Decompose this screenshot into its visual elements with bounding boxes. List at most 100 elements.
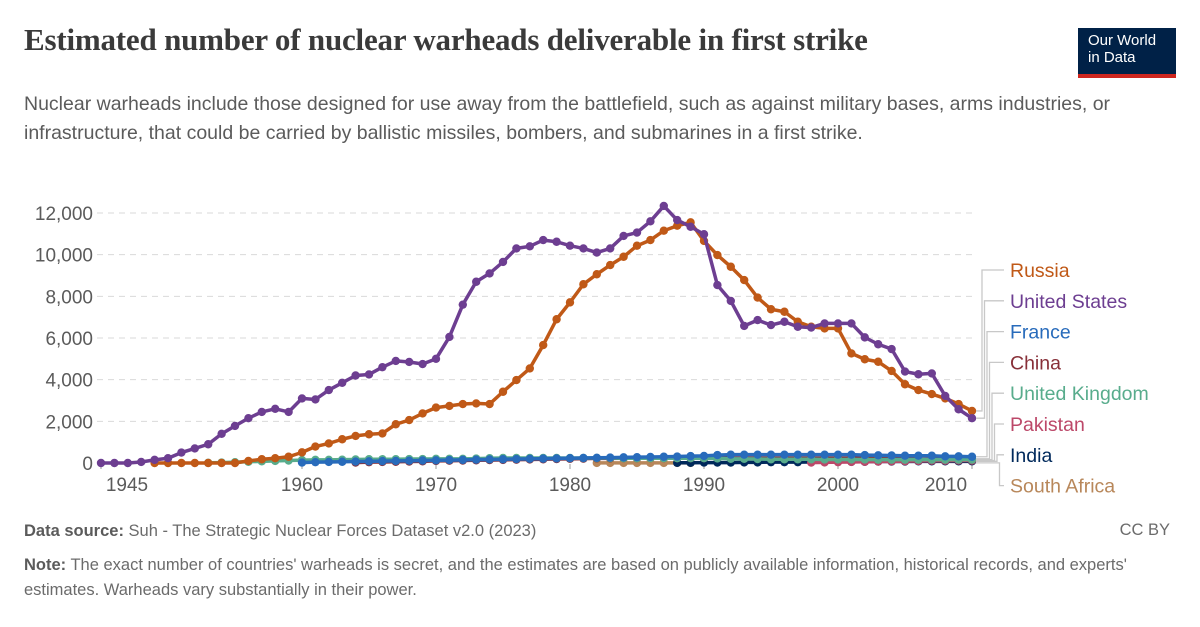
data-point xyxy=(364,370,374,379)
data-point xyxy=(619,252,628,261)
data-point xyxy=(445,455,454,465)
legend-connector xyxy=(976,454,1004,462)
x-axis: 1945 1960 1970 1980 1990 2000 2010 xyxy=(100,464,973,496)
data-point xyxy=(619,231,628,241)
data-point xyxy=(485,399,494,409)
data-point xyxy=(512,375,521,385)
note-text: The exact number of countries' warheads … xyxy=(24,556,1127,599)
data-point xyxy=(539,454,548,463)
data-point xyxy=(793,322,802,331)
data-point xyxy=(847,319,856,328)
data-point xyxy=(552,237,561,246)
data-point xyxy=(632,452,642,462)
data-point xyxy=(418,359,427,369)
data-point xyxy=(820,450,829,459)
data-point xyxy=(686,222,695,231)
data-point xyxy=(217,429,226,439)
x-tick-label: 1960 xyxy=(281,475,323,496)
data-point xyxy=(592,270,601,279)
legend-label[interactable]: India xyxy=(1010,445,1052,467)
y-axis: 0 2,000 4,000 6,000 8,000 10,000 12,000 xyxy=(35,204,93,475)
data-point xyxy=(874,340,883,349)
data-point xyxy=(418,409,427,418)
data-point xyxy=(606,453,615,462)
legend-connector xyxy=(976,269,1004,412)
data-point xyxy=(699,230,709,239)
data-point xyxy=(967,452,977,461)
data-point xyxy=(445,332,454,342)
data-point xyxy=(954,452,963,461)
y-tick-label: 0 xyxy=(82,454,93,475)
data-point xyxy=(659,201,668,211)
x-tick-label: 2010 xyxy=(925,475,967,496)
data-point xyxy=(297,394,307,403)
data-point xyxy=(391,420,400,429)
legend-label[interactable]: United Kingdom xyxy=(1010,383,1149,405)
data-source: Data source: Suh - The Strategic Nuclear… xyxy=(24,519,536,544)
x-tick-label: 1980 xyxy=(549,475,591,496)
data-point xyxy=(646,452,655,462)
data-point xyxy=(311,395,320,404)
data-point xyxy=(257,455,266,464)
data-point xyxy=(498,455,508,464)
y-tick-label: 12,000 xyxy=(35,204,93,225)
data-point xyxy=(887,366,896,376)
legend-label[interactable]: South Africa xyxy=(1010,476,1115,498)
data-point xyxy=(579,244,588,253)
data-point xyxy=(525,364,534,373)
data-point xyxy=(431,354,441,364)
data-point xyxy=(230,458,240,468)
data-point xyxy=(338,435,347,444)
data-point xyxy=(498,257,508,267)
data-point xyxy=(753,293,762,302)
series-line xyxy=(154,220,973,465)
legend-label[interactable]: France xyxy=(1010,322,1071,344)
data-point xyxy=(847,349,856,358)
data-point xyxy=(565,298,575,307)
legend-label[interactable]: Pakistan xyxy=(1010,414,1085,436)
data-point xyxy=(646,217,655,226)
data-point xyxy=(163,454,173,463)
legend-connector xyxy=(976,423,1004,462)
data-point xyxy=(646,235,655,245)
data-point xyxy=(726,262,735,271)
data-point xyxy=(860,355,869,364)
data-point xyxy=(351,457,360,466)
data-point xyxy=(766,320,776,330)
data-point xyxy=(914,385,923,395)
data-point xyxy=(740,450,749,459)
legend-label[interactable]: United States xyxy=(1010,291,1127,313)
series-lines xyxy=(96,201,977,468)
data-point xyxy=(418,456,427,465)
data-point xyxy=(391,356,400,366)
data-point xyxy=(673,452,682,461)
license-link[interactable]: CC BY xyxy=(1119,521,1170,539)
data-point xyxy=(311,457,320,467)
data-point xyxy=(512,244,521,253)
data-point xyxy=(673,215,682,225)
data-point xyxy=(458,455,467,465)
owid-logo[interactable]: Our World in Data xyxy=(1078,28,1176,78)
chart-title: Estimated number of nuclear warheads del… xyxy=(24,22,868,57)
data-point xyxy=(565,241,575,250)
data-point xyxy=(284,407,293,417)
data-point xyxy=(244,456,253,466)
data-point xyxy=(686,451,695,461)
data-point xyxy=(914,451,923,460)
data-point xyxy=(472,399,481,408)
logo-line1: Our World xyxy=(1088,32,1157,49)
legend-label[interactable]: Russia xyxy=(1010,260,1070,282)
data-point xyxy=(150,455,159,465)
series-russia xyxy=(150,218,977,468)
data-point xyxy=(391,456,400,466)
data-point xyxy=(512,454,521,464)
data-point xyxy=(900,380,910,389)
data-point xyxy=(740,321,749,331)
data-point xyxy=(914,370,923,379)
data-point xyxy=(297,448,307,457)
data-point xyxy=(324,385,333,395)
data-point xyxy=(793,450,802,459)
legend-label[interactable]: China xyxy=(1010,352,1061,374)
data-point xyxy=(297,458,307,467)
legend-connector xyxy=(976,361,1004,460)
